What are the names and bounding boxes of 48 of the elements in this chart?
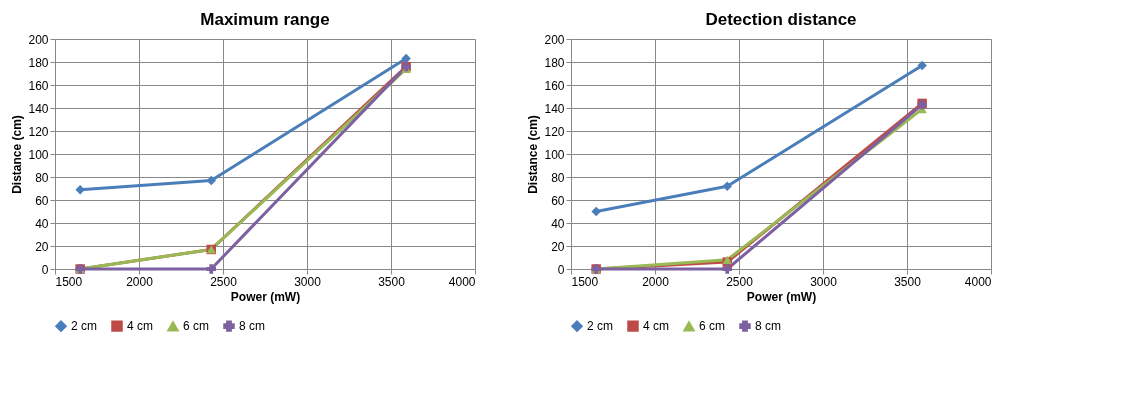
- y-tick-label: 20: [551, 239, 565, 254]
- y-tick-label: 40: [551, 216, 565, 231]
- chart-title: Detection distance: [705, 10, 857, 29]
- x-tick-label: 2000: [642, 274, 670, 289]
- y-tick-label: 60: [551, 193, 565, 208]
- x-tick-label: 1500: [55, 274, 83, 289]
- x-axis-title: Power (mW): [230, 289, 301, 304]
- legend-label: 2 cm: [587, 319, 614, 334]
- x-tick-label: 4000: [448, 274, 476, 289]
- y-tick-label: 100: [28, 147, 49, 162]
- y-tick-label: 120: [28, 124, 49, 139]
- legend-label: 2 cm: [71, 319, 98, 334]
- y-tick-label: 140: [544, 101, 565, 116]
- chart-title: Maximum range: [200, 10, 330, 29]
- y-tick-label: 160: [544, 78, 565, 93]
- y-tick-label: 140: [28, 101, 49, 116]
- x-tick-label: 2000: [126, 274, 154, 289]
- y-tick-label: 200: [28, 32, 49, 47]
- y-tick-label: 60: [35, 193, 49, 208]
- y-axis-title: Distance (cm): [10, 115, 25, 194]
- y-tick-label: 40: [35, 216, 49, 231]
- y-tick-label: 180: [28, 55, 49, 70]
- x-axis-title: Power (mW): [746, 289, 817, 304]
- y-tick-label: 100: [544, 147, 565, 162]
- x-tick-label: 4000: [964, 274, 992, 289]
- x-tick-label: 3000: [810, 274, 838, 289]
- y-tick-label: 160: [28, 78, 49, 93]
- y-tick-label: 120: [544, 124, 565, 139]
- x-tick-label: 2500: [726, 274, 754, 289]
- y-tick-label: 80: [551, 170, 565, 185]
- y-tick-label: 0: [557, 262, 565, 277]
- x-tick-label: 2500: [210, 274, 238, 289]
- y-tick-label: 20: [35, 239, 49, 254]
- x-tick-label: 3500: [378, 274, 406, 289]
- y-tick-label: 180: [544, 55, 565, 70]
- x-tick-label: 3500: [894, 274, 922, 289]
- legend-label: 6 cm: [183, 319, 210, 334]
- x-tick-label: 3000: [294, 274, 322, 289]
- x-tick-label: 1500: [571, 274, 599, 289]
- y-tick-label: 200: [544, 32, 565, 47]
- y-axis-title: Distance (cm): [526, 115, 541, 194]
- legend-label: 8 cm: [239, 319, 266, 334]
- y-tick-label: 0: [41, 262, 49, 277]
- legend-label: 8 cm: [755, 319, 782, 334]
- legend-label: 4 cm: [643, 319, 670, 334]
- y-tick-label: 80: [35, 170, 49, 185]
- legend-label: 6 cm: [699, 319, 726, 334]
- legend-label: 4 cm: [127, 319, 154, 334]
